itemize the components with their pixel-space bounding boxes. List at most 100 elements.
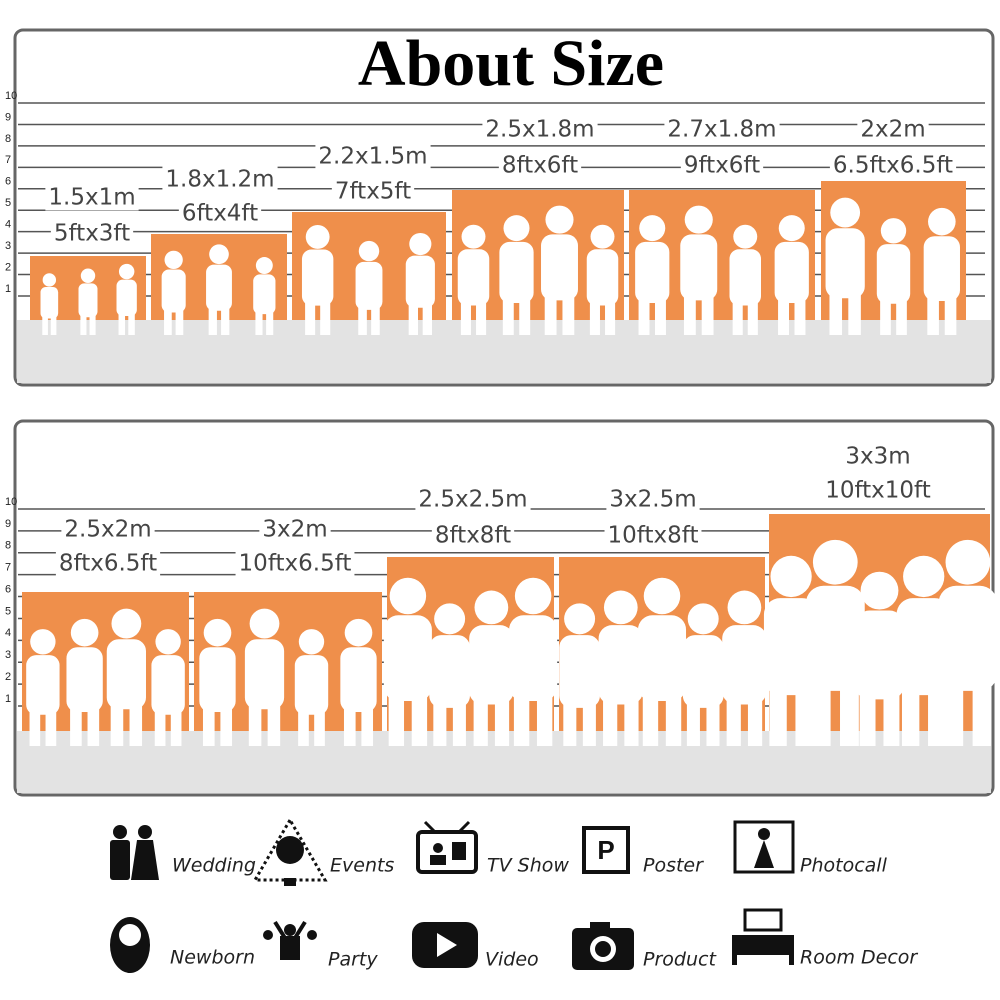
silhouette bbox=[829, 271, 843, 335]
scale-label: 8 bbox=[5, 540, 11, 552]
silhouette bbox=[305, 224, 330, 249]
silhouette bbox=[433, 680, 447, 746]
size-label: 8ftx6.5ft bbox=[59, 551, 157, 577]
silhouette bbox=[624, 674, 639, 746]
silhouette bbox=[683, 275, 696, 335]
use-label: Product bbox=[643, 949, 717, 971]
scale-label: 4 bbox=[5, 627, 11, 639]
size-label: 9ftx6ft bbox=[684, 153, 760, 179]
label-bg bbox=[178, 200, 262, 227]
scale-label: 3 bbox=[5, 649, 11, 661]
scale-label: 10 bbox=[5, 496, 17, 508]
silhouette bbox=[314, 692, 325, 746]
silhouette bbox=[170, 692, 182, 746]
scale-label: 7 bbox=[5, 154, 11, 166]
silhouette bbox=[155, 629, 181, 655]
label-bg bbox=[604, 522, 702, 549]
silhouette bbox=[605, 284, 616, 335]
silhouette bbox=[408, 288, 419, 335]
silhouette bbox=[175, 296, 184, 335]
label-bg bbox=[415, 486, 531, 513]
silhouette bbox=[473, 674, 488, 746]
silhouette bbox=[972, 651, 992, 746]
silhouette bbox=[494, 674, 510, 746]
label-bg bbox=[61, 516, 155, 543]
silhouette bbox=[896, 281, 907, 335]
scale-label: 7 bbox=[5, 562, 11, 574]
label-bg bbox=[259, 516, 331, 543]
silhouette bbox=[880, 281, 891, 335]
silhouette bbox=[945, 539, 991, 585]
silhouette bbox=[110, 682, 124, 746]
size-label: 2.5x2.5m bbox=[418, 487, 527, 513]
scale-label: 6 bbox=[5, 583, 11, 595]
silhouette bbox=[476, 284, 487, 335]
scale-label: 1 bbox=[5, 693, 11, 705]
scale-label: 5 bbox=[5, 197, 11, 209]
label-bg bbox=[45, 184, 139, 211]
silhouette bbox=[603, 590, 638, 625]
silhouette bbox=[164, 250, 183, 270]
silhouette bbox=[220, 687, 233, 746]
silhouette bbox=[248, 682, 262, 746]
silhouette bbox=[343, 687, 356, 746]
silhouette bbox=[811, 651, 831, 746]
silhouette bbox=[544, 275, 557, 335]
size-label: 3x3m bbox=[845, 444, 910, 470]
silhouette bbox=[727, 590, 762, 625]
size-label: 2x2m bbox=[860, 117, 925, 143]
silhouette bbox=[638, 279, 650, 335]
scale-label: 9 bbox=[5, 518, 11, 530]
silhouette bbox=[830, 197, 861, 228]
silhouette bbox=[208, 293, 217, 335]
silhouette bbox=[266, 299, 274, 335]
silhouette bbox=[859, 666, 876, 746]
label-bg bbox=[315, 143, 431, 170]
silhouette bbox=[503, 215, 530, 242]
silhouette bbox=[422, 288, 432, 335]
silhouette bbox=[267, 682, 281, 746]
silhouette bbox=[70, 687, 82, 746]
silhouette bbox=[643, 577, 681, 615]
size-label: 10ftx6.5ft bbox=[239, 551, 352, 577]
silhouette bbox=[536, 668, 553, 746]
size-label: 7ftx5ft bbox=[335, 179, 411, 205]
silhouette bbox=[70, 618, 99, 647]
silhouette bbox=[42, 306, 48, 335]
silhouette bbox=[30, 629, 56, 655]
use-label: Poster bbox=[643, 855, 704, 877]
size-label: 10ftx8ft bbox=[608, 523, 699, 549]
use-label: Room Decor bbox=[800, 947, 918, 969]
silhouette bbox=[747, 284, 758, 335]
silhouette bbox=[686, 680, 700, 746]
silhouette bbox=[388, 668, 405, 746]
silhouette bbox=[770, 555, 812, 598]
silhouette bbox=[474, 590, 509, 625]
silhouette bbox=[255, 299, 263, 335]
silhouette bbox=[901, 658, 920, 746]
silhouette bbox=[812, 539, 858, 585]
silhouette bbox=[249, 608, 280, 639]
silhouette bbox=[111, 608, 142, 639]
silhouette bbox=[409, 232, 432, 256]
silhouette bbox=[927, 276, 939, 335]
silhouette bbox=[203, 618, 232, 647]
scale-label: 2 bbox=[5, 671, 11, 683]
scale-label: 10 bbox=[5, 90, 17, 102]
size-label: 2.2x1.5m bbox=[318, 144, 427, 170]
label-bg bbox=[55, 550, 161, 577]
silhouette bbox=[45, 692, 57, 746]
silhouette bbox=[563, 680, 577, 746]
scale-label: 2 bbox=[5, 261, 11, 273]
silhouette bbox=[778, 215, 805, 242]
silhouette bbox=[255, 257, 273, 274]
silhouette bbox=[42, 273, 57, 287]
silhouette bbox=[848, 271, 861, 335]
silhouette bbox=[514, 577, 552, 615]
silhouette bbox=[590, 224, 615, 249]
silhouette bbox=[732, 284, 743, 335]
silhouette bbox=[928, 207, 956, 236]
silhouette bbox=[502, 279, 514, 335]
silhouette bbox=[118, 302, 126, 335]
